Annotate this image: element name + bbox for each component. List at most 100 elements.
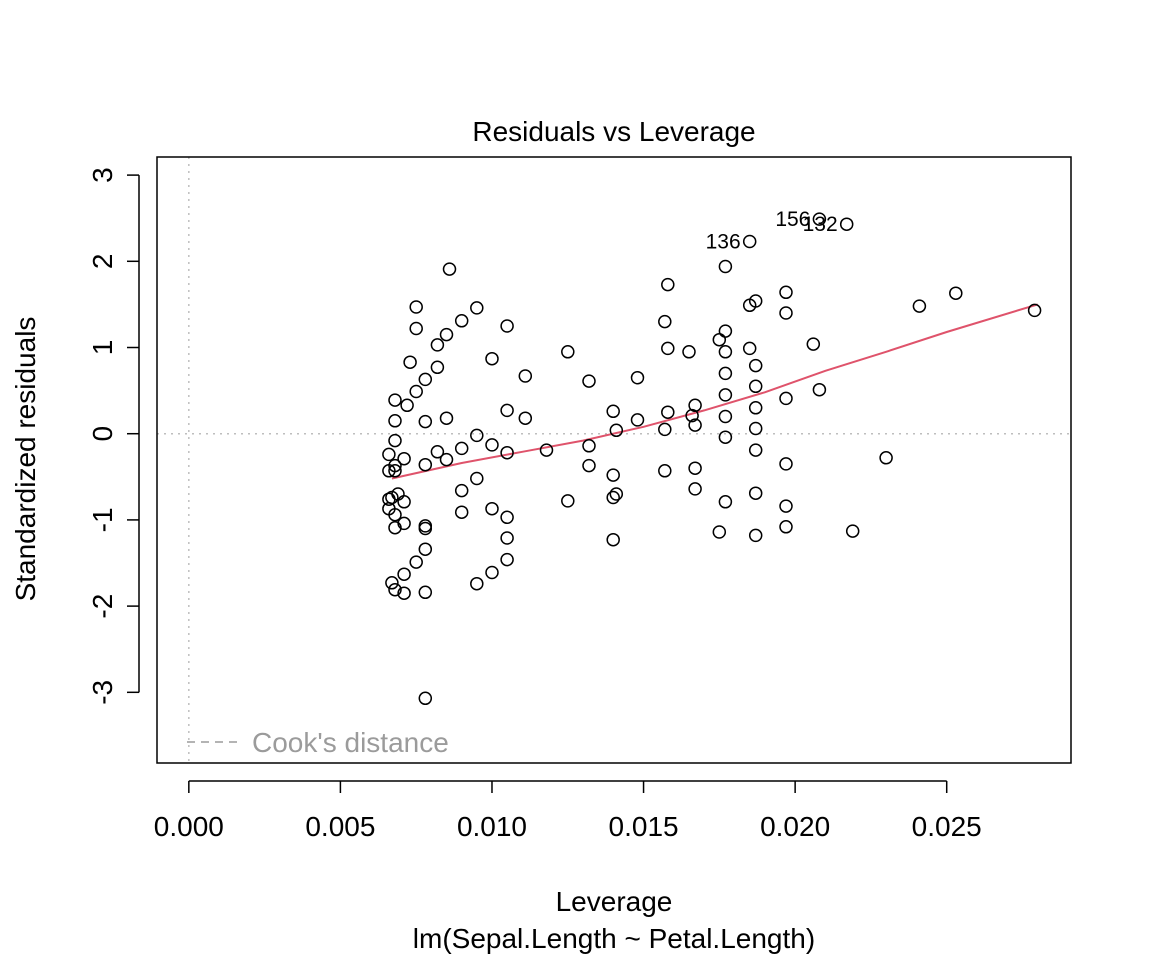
point-id-label: 132 [803, 213, 838, 236]
data-point [779, 499, 793, 513]
data-point [500, 445, 514, 460]
data-point [845, 524, 860, 538]
data-point [718, 495, 733, 509]
y-tick-label: 3 [87, 167, 118, 183]
data-point [397, 586, 411, 600]
data-point [439, 327, 454, 342]
y-tick-label: 1 [87, 340, 118, 356]
reference-lines [157, 157, 1071, 763]
data-point [388, 414, 402, 428]
data-point [385, 490, 399, 505]
data-point [485, 501, 499, 516]
x-tick-label: 0.005 [305, 811, 375, 842]
smooth-line-group [391, 303, 1038, 480]
data-point [397, 495, 411, 509]
data-point [388, 393, 402, 407]
data-point [748, 421, 763, 436]
data-point [388, 464, 402, 478]
data-point [879, 451, 893, 465]
data-point [418, 519, 433, 533]
data-point [382, 464, 396, 478]
data-point [582, 439, 596, 453]
data-point [409, 555, 423, 569]
data-point [718, 366, 733, 381]
data-point [561, 494, 575, 508]
data-point [470, 471, 484, 486]
data-point [748, 401, 763, 415]
data-point [609, 487, 624, 501]
data-point [806, 337, 821, 351]
data-point [661, 277, 675, 292]
y-axis-label: Standardized residuals [10, 317, 41, 602]
data-point [400, 398, 414, 413]
data-point [779, 391, 793, 406]
data-point [606, 468, 620, 482]
legend-label: Cook's distance [252, 727, 449, 758]
data-point [470, 428, 484, 443]
data-point [685, 408, 699, 423]
data-point [454, 314, 469, 328]
data-point [430, 445, 445, 459]
data-point [912, 299, 927, 313]
y-tick-label: 0 [87, 426, 118, 442]
data-point [630, 413, 645, 427]
data-point [688, 461, 702, 475]
data-point [397, 567, 411, 581]
data-point [779, 285, 793, 300]
data-points [382, 212, 1042, 706]
x-tick-label: 0.015 [609, 811, 679, 842]
data-point [582, 374, 596, 388]
model-formula-subtitle: lm(Sepal.Length ~ Petal.Length) [413, 923, 815, 954]
data-point [1027, 303, 1042, 318]
data-point [658, 422, 672, 437]
data-point [748, 528, 763, 543]
data-point [500, 552, 514, 567]
point-id-label: 156 [775, 208, 810, 231]
plot-frame [156, 156, 1072, 764]
data-point [418, 521, 433, 536]
data-point [500, 510, 514, 525]
y-tick-label: -2 [87, 594, 118, 619]
data-point [485, 351, 499, 366]
smooth-line [391, 303, 1038, 480]
data-point [454, 505, 469, 519]
point-id-label: 136 [706, 230, 741, 253]
chart-title: Residuals vs Leverage [472, 116, 755, 147]
x-tick-label: 0.000 [154, 811, 224, 842]
data-point [812, 212, 827, 226]
data-point [718, 388, 733, 402]
y-axis: -3 -2 -1 0 1 2 3 [87, 167, 140, 705]
data-point [779, 457, 793, 471]
data-point [418, 542, 433, 556]
data-point [485, 438, 499, 452]
data-point [661, 341, 675, 356]
data-point [748, 443, 763, 457]
data-point [418, 691, 433, 706]
y-tick-label: -1 [87, 507, 118, 532]
data-point [582, 458, 596, 473]
x-tick-label: 0.025 [912, 811, 982, 842]
data-point [500, 531, 514, 545]
y-tick-label: 2 [87, 254, 118, 270]
data-point [470, 576, 484, 591]
x-axis-label: Leverage [556, 886, 673, 917]
data-point [403, 355, 417, 369]
data-point [688, 482, 702, 496]
data-point [658, 464, 672, 478]
data-point [418, 585, 433, 600]
data-point [454, 441, 469, 456]
data-point [442, 262, 457, 276]
data-point [658, 314, 672, 329]
data-point [718, 409, 733, 424]
data-point [688, 398, 702, 413]
data-point [748, 379, 763, 394]
data-point [742, 341, 757, 356]
data-point [949, 286, 963, 300]
data-point [661, 405, 675, 419]
data-point [397, 516, 411, 531]
cooks-distance-legend: Cook's distance [187, 727, 449, 758]
data-point [718, 324, 733, 338]
data-point [388, 433, 402, 448]
